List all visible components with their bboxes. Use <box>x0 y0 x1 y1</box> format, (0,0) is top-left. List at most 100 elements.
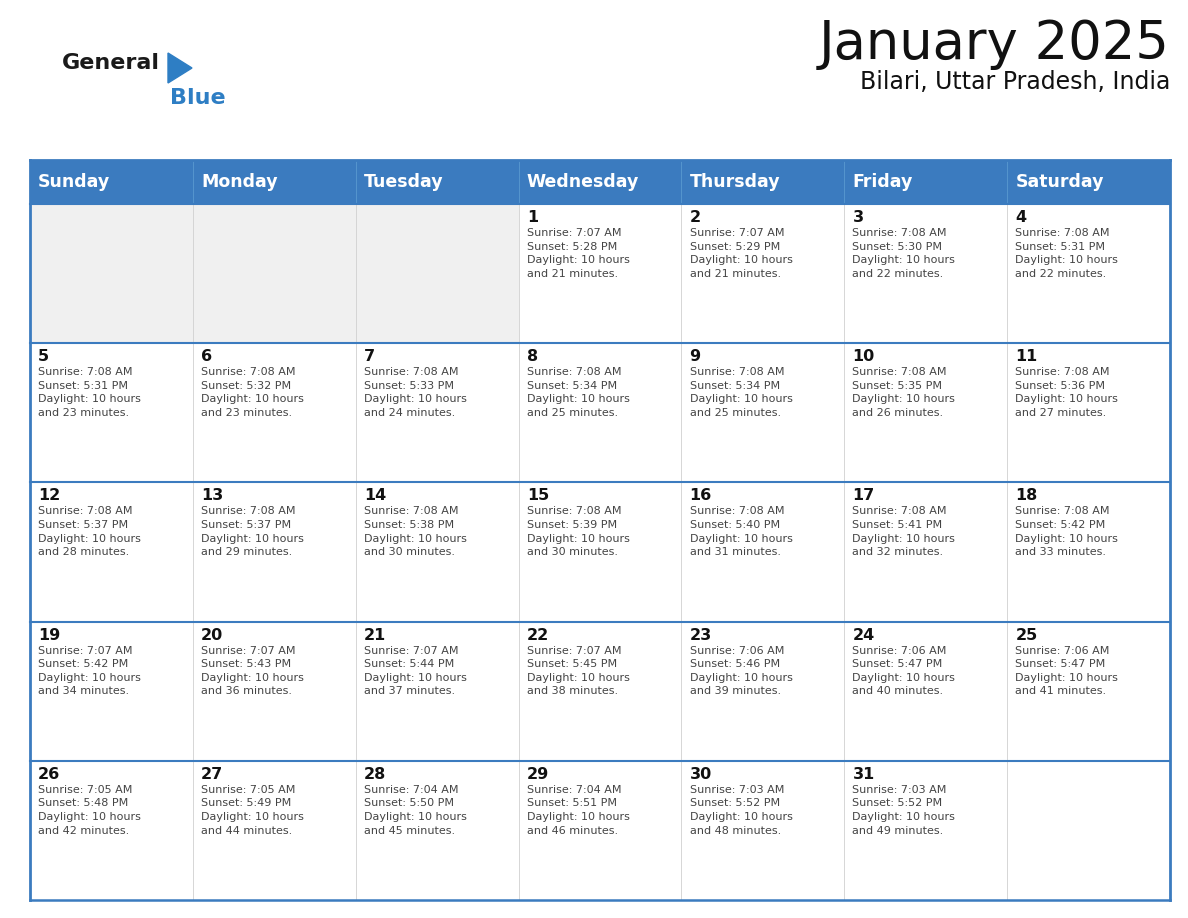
Text: 25: 25 <box>1016 628 1037 643</box>
Text: Sunrise: 7:05 AM
Sunset: 5:49 PM
Daylight: 10 hours
and 44 minutes.: Sunrise: 7:05 AM Sunset: 5:49 PM Dayligh… <box>201 785 304 835</box>
Bar <box>192 482 355 621</box>
Text: Sunrise: 7:06 AM
Sunset: 5:47 PM
Daylight: 10 hours
and 41 minutes.: Sunrise: 7:06 AM Sunset: 5:47 PM Dayligh… <box>1016 645 1118 697</box>
Bar <box>30 621 192 761</box>
Bar <box>845 761 1007 900</box>
Bar <box>30 160 192 204</box>
Text: Sunrise: 7:08 AM
Sunset: 5:42 PM
Daylight: 10 hours
and 33 minutes.: Sunrise: 7:08 AM Sunset: 5:42 PM Dayligh… <box>1016 507 1118 557</box>
Text: Sunrise: 7:03 AM
Sunset: 5:52 PM
Daylight: 10 hours
and 49 minutes.: Sunrise: 7:03 AM Sunset: 5:52 PM Dayligh… <box>853 785 955 835</box>
Bar <box>682 621 845 761</box>
Text: Sunrise: 7:06 AM
Sunset: 5:47 PM
Daylight: 10 hours
and 40 minutes.: Sunrise: 7:06 AM Sunset: 5:47 PM Dayligh… <box>853 645 955 697</box>
Text: Sunday: Sunday <box>38 173 110 191</box>
Text: 7: 7 <box>364 349 375 364</box>
Bar <box>30 761 192 900</box>
Bar <box>30 204 192 343</box>
Bar <box>355 621 519 761</box>
Bar <box>682 204 845 343</box>
Text: 2: 2 <box>689 210 701 225</box>
Bar <box>519 343 682 482</box>
Text: 6: 6 <box>201 349 213 364</box>
Bar <box>355 160 519 204</box>
Text: Sunrise: 7:08 AM
Sunset: 5:36 PM
Daylight: 10 hours
and 27 minutes.: Sunrise: 7:08 AM Sunset: 5:36 PM Dayligh… <box>1016 367 1118 418</box>
Bar <box>1007 761 1170 900</box>
Text: 12: 12 <box>38 488 61 503</box>
Text: 11: 11 <box>1016 349 1037 364</box>
Bar <box>682 343 845 482</box>
Text: Sunrise: 7:07 AM
Sunset: 5:44 PM
Daylight: 10 hours
and 37 minutes.: Sunrise: 7:07 AM Sunset: 5:44 PM Dayligh… <box>364 645 467 697</box>
Text: Friday: Friday <box>853 173 912 191</box>
Text: Sunrise: 7:08 AM
Sunset: 5:34 PM
Daylight: 10 hours
and 25 minutes.: Sunrise: 7:08 AM Sunset: 5:34 PM Dayligh… <box>689 367 792 418</box>
Text: Sunrise: 7:08 AM
Sunset: 5:30 PM
Daylight: 10 hours
and 22 minutes.: Sunrise: 7:08 AM Sunset: 5:30 PM Dayligh… <box>853 228 955 279</box>
Text: 23: 23 <box>689 628 712 643</box>
Text: Sunrise: 7:06 AM
Sunset: 5:46 PM
Daylight: 10 hours
and 39 minutes.: Sunrise: 7:06 AM Sunset: 5:46 PM Dayligh… <box>689 645 792 697</box>
Bar <box>355 482 519 621</box>
Text: Sunrise: 7:08 AM
Sunset: 5:33 PM
Daylight: 10 hours
and 24 minutes.: Sunrise: 7:08 AM Sunset: 5:33 PM Dayligh… <box>364 367 467 418</box>
Text: 31: 31 <box>853 767 874 782</box>
Bar <box>355 343 519 482</box>
Bar <box>682 482 845 621</box>
Text: 30: 30 <box>689 767 712 782</box>
Text: General: General <box>62 53 160 73</box>
Text: 4: 4 <box>1016 210 1026 225</box>
Bar <box>519 482 682 621</box>
Bar <box>682 160 845 204</box>
Bar <box>845 343 1007 482</box>
Text: 21: 21 <box>364 628 386 643</box>
Bar <box>30 343 192 482</box>
Text: Sunrise: 7:08 AM
Sunset: 5:37 PM
Daylight: 10 hours
and 28 minutes.: Sunrise: 7:08 AM Sunset: 5:37 PM Dayligh… <box>38 507 141 557</box>
Text: 19: 19 <box>38 628 61 643</box>
Text: Saturday: Saturday <box>1016 173 1104 191</box>
Text: 10: 10 <box>853 349 874 364</box>
Text: 28: 28 <box>364 767 386 782</box>
Text: Sunrise: 7:07 AM
Sunset: 5:28 PM
Daylight: 10 hours
and 21 minutes.: Sunrise: 7:07 AM Sunset: 5:28 PM Dayligh… <box>526 228 630 279</box>
Text: 16: 16 <box>689 488 712 503</box>
Text: Monday: Monday <box>201 173 278 191</box>
Bar <box>519 621 682 761</box>
Text: Sunrise: 7:04 AM
Sunset: 5:51 PM
Daylight: 10 hours
and 46 minutes.: Sunrise: 7:04 AM Sunset: 5:51 PM Dayligh… <box>526 785 630 835</box>
Text: 29: 29 <box>526 767 549 782</box>
Bar <box>192 761 355 900</box>
Bar <box>1007 160 1170 204</box>
Bar <box>355 204 519 343</box>
Bar <box>192 621 355 761</box>
Text: 3: 3 <box>853 210 864 225</box>
Text: Blue: Blue <box>170 88 226 108</box>
Text: Sunrise: 7:08 AM
Sunset: 5:39 PM
Daylight: 10 hours
and 30 minutes.: Sunrise: 7:08 AM Sunset: 5:39 PM Dayligh… <box>526 507 630 557</box>
Text: Sunrise: 7:08 AM
Sunset: 5:31 PM
Daylight: 10 hours
and 23 minutes.: Sunrise: 7:08 AM Sunset: 5:31 PM Dayligh… <box>38 367 141 418</box>
Text: 5: 5 <box>38 349 49 364</box>
Text: Sunrise: 7:05 AM
Sunset: 5:48 PM
Daylight: 10 hours
and 42 minutes.: Sunrise: 7:05 AM Sunset: 5:48 PM Dayligh… <box>38 785 141 835</box>
Bar <box>845 204 1007 343</box>
Bar <box>845 482 1007 621</box>
Bar <box>519 761 682 900</box>
Text: Sunrise: 7:08 AM
Sunset: 5:38 PM
Daylight: 10 hours
and 30 minutes.: Sunrise: 7:08 AM Sunset: 5:38 PM Dayligh… <box>364 507 467 557</box>
Bar <box>845 160 1007 204</box>
Text: 13: 13 <box>201 488 223 503</box>
Text: January 2025: January 2025 <box>819 18 1170 70</box>
Text: Thursday: Thursday <box>689 173 781 191</box>
Bar <box>1007 204 1170 343</box>
Text: 14: 14 <box>364 488 386 503</box>
Bar <box>1007 621 1170 761</box>
Text: 1: 1 <box>526 210 538 225</box>
Bar <box>1007 482 1170 621</box>
Bar <box>1007 343 1170 482</box>
Text: Sunrise: 7:08 AM
Sunset: 5:31 PM
Daylight: 10 hours
and 22 minutes.: Sunrise: 7:08 AM Sunset: 5:31 PM Dayligh… <box>1016 228 1118 279</box>
Bar <box>192 160 355 204</box>
Text: Tuesday: Tuesday <box>364 173 443 191</box>
Text: Sunrise: 7:08 AM
Sunset: 5:35 PM
Daylight: 10 hours
and 26 minutes.: Sunrise: 7:08 AM Sunset: 5:35 PM Dayligh… <box>853 367 955 418</box>
Text: Sunrise: 7:08 AM
Sunset: 5:37 PM
Daylight: 10 hours
and 29 minutes.: Sunrise: 7:08 AM Sunset: 5:37 PM Dayligh… <box>201 507 304 557</box>
Text: 26: 26 <box>38 767 61 782</box>
Bar <box>192 343 355 482</box>
Bar <box>845 621 1007 761</box>
Text: Sunrise: 7:07 AM
Sunset: 5:43 PM
Daylight: 10 hours
and 36 minutes.: Sunrise: 7:07 AM Sunset: 5:43 PM Dayligh… <box>201 645 304 697</box>
Bar <box>355 761 519 900</box>
Bar <box>519 160 682 204</box>
Text: 8: 8 <box>526 349 538 364</box>
Text: Sunrise: 7:03 AM
Sunset: 5:52 PM
Daylight: 10 hours
and 48 minutes.: Sunrise: 7:03 AM Sunset: 5:52 PM Dayligh… <box>689 785 792 835</box>
Bar <box>192 204 355 343</box>
Text: 15: 15 <box>526 488 549 503</box>
Text: 17: 17 <box>853 488 874 503</box>
Text: Sunrise: 7:08 AM
Sunset: 5:40 PM
Daylight: 10 hours
and 31 minutes.: Sunrise: 7:08 AM Sunset: 5:40 PM Dayligh… <box>689 507 792 557</box>
Text: Sunrise: 7:07 AM
Sunset: 5:42 PM
Daylight: 10 hours
and 34 minutes.: Sunrise: 7:07 AM Sunset: 5:42 PM Dayligh… <box>38 645 141 697</box>
Text: 22: 22 <box>526 628 549 643</box>
Text: Sunrise: 7:08 AM
Sunset: 5:41 PM
Daylight: 10 hours
and 32 minutes.: Sunrise: 7:08 AM Sunset: 5:41 PM Dayligh… <box>853 507 955 557</box>
